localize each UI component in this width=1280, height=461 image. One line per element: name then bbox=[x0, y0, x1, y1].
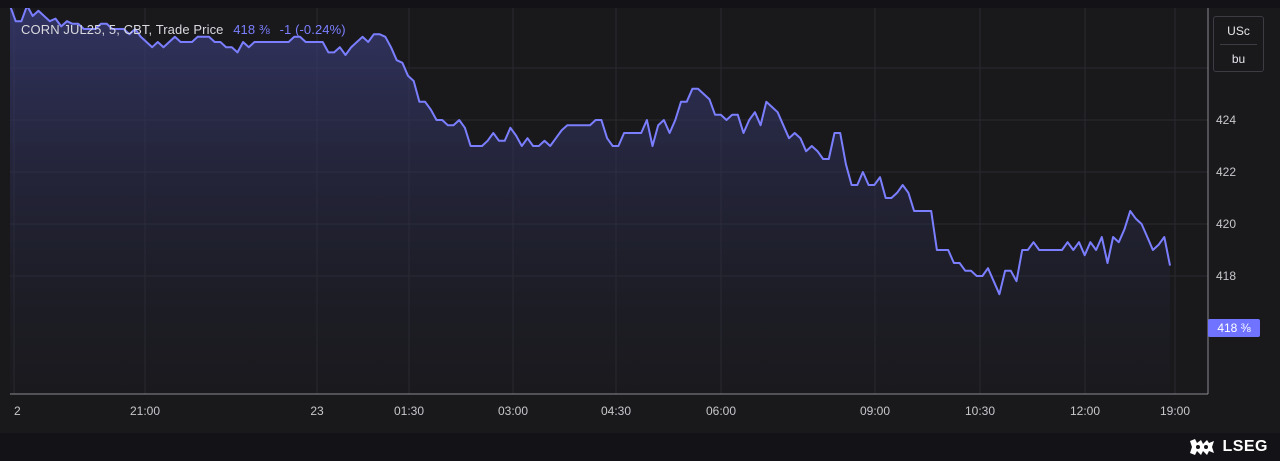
y-tick-label: 424 bbox=[1216, 113, 1236, 127]
instrument-label: CORN JUL25, 5, CBT, Trade Price bbox=[21, 22, 224, 37]
x-tick-label: 09:00 bbox=[860, 404, 890, 418]
unit-selector[interactable]: USc bu bbox=[1213, 16, 1264, 72]
unit-divider bbox=[1220, 44, 1257, 45]
x-tick-label: 10:30 bbox=[965, 404, 995, 418]
y-axis: 426424422420418 bbox=[1216, 61, 1236, 283]
unit-currency: USc bbox=[1227, 24, 1250, 38]
x-tick-label: 19:00 bbox=[1160, 404, 1190, 418]
x-tick-label: 04:30 bbox=[601, 404, 631, 418]
price-change-label: -1 (-0.24%) bbox=[279, 22, 346, 37]
x-tick-label: 01:30 bbox=[394, 404, 424, 418]
x-tick-label: 06:00 bbox=[706, 404, 736, 418]
y-tick-label: 418 bbox=[1216, 269, 1236, 283]
brand-name: LSEG bbox=[1222, 438, 1268, 455]
price-area bbox=[10, 8, 1170, 394]
y-tick-label: 420 bbox=[1216, 217, 1236, 231]
chart-title-bar: CORN JUL25, 5, CBT, Trade Price 418 ⅜ -1… bbox=[21, 22, 346, 37]
x-tick-label: 21:00 bbox=[130, 404, 160, 418]
footer-bar bbox=[0, 433, 1280, 461]
last-price-badge: 418 ⅜ bbox=[1208, 319, 1260, 337]
lseg-logo: LSEG bbox=[1187, 436, 1268, 458]
last-price-label: 418 ⅜ bbox=[233, 22, 270, 37]
unit-measure: bu bbox=[1231, 52, 1246, 66]
x-tick-label: 2 bbox=[14, 404, 21, 418]
x-tick-label: 12:00 bbox=[1070, 404, 1100, 418]
x-tick-label: 03:00 bbox=[498, 404, 528, 418]
price-chart[interactable]: 426424422420418 221:002301:3003:0004:300… bbox=[0, 8, 1280, 433]
x-tick-label: 23 bbox=[310, 404, 324, 418]
y-tick-label: 422 bbox=[1216, 165, 1236, 179]
price-line bbox=[9, 8, 1171, 296]
lseg-emblem-icon bbox=[1190, 439, 1215, 455]
x-axis: 2 21:00 23 01:30 03:00 04:30 06:00 09:00 10:30 12… bbox=[14, 404, 1190, 418]
